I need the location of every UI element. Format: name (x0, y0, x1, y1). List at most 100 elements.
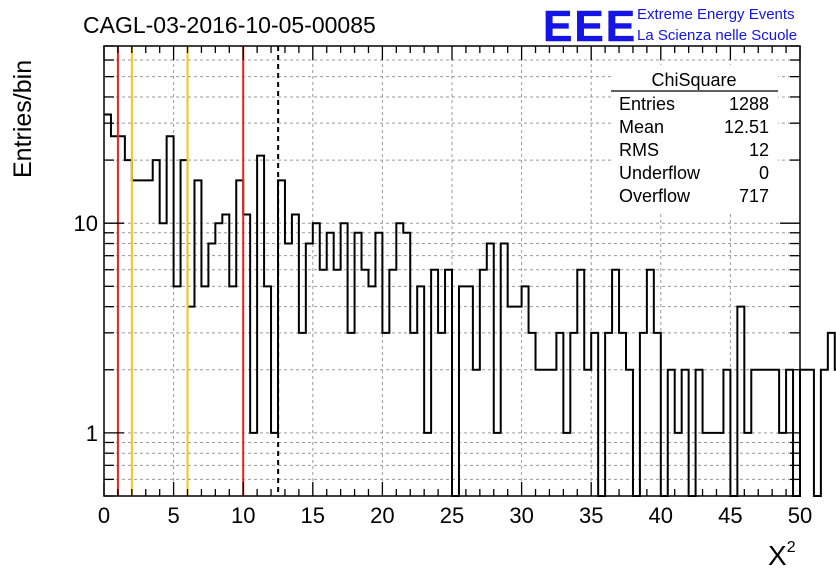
histogram-bin (271, 433, 278, 496)
histogram-bin (619, 333, 626, 496)
histogram-bin (403, 233, 410, 496)
stats-label-mean: Mean (619, 117, 664, 137)
histogram-bin (668, 370, 675, 496)
y-tick-label: 10 (74, 211, 98, 236)
histogram-bin (410, 333, 417, 496)
histogram-bin (285, 244, 292, 496)
histogram-bin (243, 215, 250, 496)
x-tick-label: 30 (509, 503, 533, 528)
histogram-bin (334, 270, 341, 496)
x-tick-label: 45 (718, 503, 742, 528)
histogram-bin (563, 433, 570, 496)
histogram-bin (529, 333, 536, 496)
histogram-bin (306, 244, 313, 496)
histogram-bin (494, 433, 501, 496)
histogram-bin (146, 180, 153, 496)
histogram-bin (570, 333, 577, 496)
histogram-bin (348, 333, 355, 496)
histogram-bin (758, 370, 765, 496)
histogram-bin (257, 156, 264, 496)
histogram-bin (355, 233, 362, 496)
histogram-bin (264, 286, 271, 496)
histogram-bin (445, 270, 452, 496)
histogram-bin (772, 370, 779, 496)
histogram-bin (549, 370, 556, 496)
logo-line-2: La Scienza nelle Scuole (637, 27, 797, 44)
x-axis-label: X2 (768, 539, 796, 571)
ticks: 0 5 10 15 20 25 30 35 40 45 50 1 10 (74, 45, 812, 528)
stats-box: ChiSquare Entries 1288 Mean 12.51 RMS 12… (611, 65, 778, 211)
histogram-bin (417, 286, 424, 496)
histogram-bin (125, 160, 132, 496)
x-tick-label: 35 (579, 503, 603, 528)
histogram-bin (201, 286, 208, 496)
stats-value-overflow: 717 (739, 186, 769, 206)
histogram-bin (675, 433, 682, 496)
histogram-bin (320, 270, 327, 496)
histogram-bin (382, 333, 389, 496)
histogram-bin (104, 114, 111, 496)
stats-title: ChiSquare (651, 70, 736, 90)
x-tick-label: 5 (167, 503, 179, 528)
histogram-bin (605, 333, 612, 496)
x-tick-label: 0 (98, 503, 110, 528)
histogram-bin (556, 333, 563, 496)
histogram-bin (222, 215, 229, 496)
stats-label-underflow: Underflow (619, 163, 701, 183)
eee-logo: EEE (543, 2, 637, 51)
histogram-bin (313, 223, 320, 496)
histogram-bin (584, 370, 591, 496)
histogram-bin (424, 433, 431, 496)
x-tick-label: 50 (788, 503, 812, 528)
histogram (104, 113, 836, 497)
histogram-bin (800, 370, 807, 496)
histogram-bin (807, 370, 814, 496)
histogram-bin (292, 215, 299, 496)
histogram-bin (375, 233, 382, 496)
histogram-bin (160, 223, 167, 496)
histogram-bin (508, 307, 515, 496)
histogram-bin (737, 307, 744, 496)
stats-label-rms: RMS (619, 140, 659, 160)
stats-label-overflow: Overflow (619, 186, 691, 206)
histogram-bin (577, 270, 584, 496)
histogram-bin (515, 307, 522, 496)
histogram-bin (626, 370, 633, 496)
stats-value-underflow: 0 (759, 163, 769, 183)
histogram-bin (299, 333, 306, 496)
histogram-bin (118, 136, 125, 496)
stats-value-entries: 1288 (729, 94, 769, 114)
histogram-bin (188, 307, 195, 496)
histogram-bin (487, 244, 494, 496)
histogram-bin (480, 270, 487, 496)
histogram-bin (215, 223, 222, 496)
histogram-bin (744, 433, 751, 496)
histogram-bin (466, 286, 473, 496)
histogram-step-line (104, 113, 836, 497)
x-tick-label: 10 (231, 503, 255, 528)
histogram-bin (654, 333, 661, 496)
histogram-bin (647, 270, 654, 496)
histogram-bin (153, 160, 160, 496)
histogram-bin (522, 286, 529, 496)
histogram-bin (696, 370, 703, 496)
y-axis-label: Entries/bin (9, 60, 37, 178)
histogram-bin (327, 233, 334, 496)
histogram-bin (703, 433, 710, 496)
x-tick-label: 20 (370, 503, 394, 528)
histogram-bin (682, 370, 689, 496)
histogram-bin (362, 270, 369, 496)
x-axis-label-main: X (768, 540, 787, 571)
histogram-bin (389, 270, 396, 496)
histogram-bin (821, 370, 828, 496)
histogram-bin (716, 433, 723, 496)
histogram-bin (181, 160, 188, 496)
histogram-bin (431, 270, 438, 496)
histogram-bin (139, 180, 146, 496)
y-tick-label: 1 (86, 421, 98, 446)
histogram-bin (236, 180, 243, 496)
histogram-bin (194, 180, 201, 496)
x-tick-label: 40 (649, 503, 673, 528)
stats-label-entries: Entries (619, 94, 675, 114)
histogram-bin (396, 223, 403, 496)
